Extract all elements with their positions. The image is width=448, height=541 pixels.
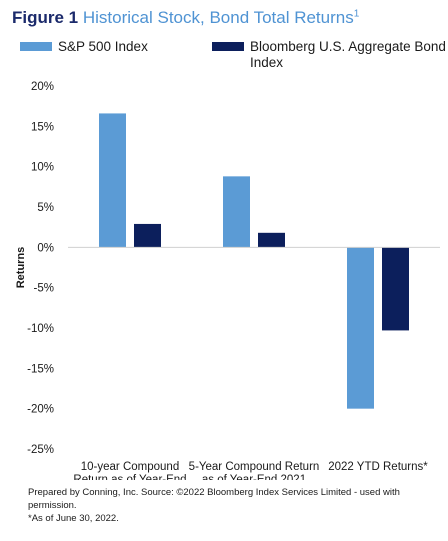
bar-bond-1 (258, 232, 285, 248)
footnote: Prepared by Conning, Inc. Source: ©2022 … (28, 486, 448, 525)
x-category-label: 10-year Compound (81, 461, 179, 473)
x-category-label: Return as of Year-End (73, 474, 186, 480)
y-tick-label: 0% (37, 242, 54, 254)
bar-bond-0 (134, 223, 161, 248)
legend-swatch-bond (212, 42, 244, 51)
legend-label-sp500: S&P 500 Index (58, 39, 148, 54)
legend-label-bond-line-1: Bloomberg U.S. Aggregate Bond (250, 39, 446, 54)
figure-label: Figure 1 (12, 8, 79, 27)
y-tick-label: 15% (31, 121, 54, 133)
y-tick-label: -10% (27, 323, 54, 335)
bar-sp500-1 (223, 176, 250, 248)
y-tick-label: -15% (27, 363, 54, 375)
legend-swatch-sp500 (20, 42, 52, 51)
bar-chart: 20% 15% 10% 5% 0% -5% -10% -15% -20% -25% Returns 1… (15, 81, 440, 480)
bar-sp500-2 (347, 247, 374, 409)
x-category-label: 5-Year Compound Return (189, 461, 320, 473)
legend-label-bond: Bloomberg U.S. Aggregate Bond Index (250, 39, 446, 71)
title-superscript: 1 (353, 8, 360, 20)
footnote-note: *As of June 30, 2022. (28, 513, 119, 524)
bar-bond-2 (382, 247, 409, 331)
y-tick-label: 10% (31, 162, 54, 174)
y-tick-label: 20% (31, 81, 54, 93)
x-category-label: as of Year-End 2021 (202, 474, 306, 480)
y-tick-label: -5% (34, 283, 54, 295)
y-tick-label: -25% (27, 444, 54, 456)
x-category-label: 2022 YTD Returns* (328, 461, 428, 473)
y-axis-label: Returns (15, 247, 27, 289)
bar-sp500-0 (99, 113, 126, 248)
legend-label-bond-line-2: Index (250, 55, 284, 70)
footnote-source: Prepared by Conning, Inc. Source: ©2022 … (28, 487, 400, 511)
y-tick-label: -20% (27, 404, 54, 416)
chart-title: Figure 1 Historical Stock, Bond Total Re… (12, 8, 359, 28)
y-tick-label: 5% (37, 202, 54, 214)
title-text: Historical Stock, Bond Total Returns (82, 8, 354, 27)
